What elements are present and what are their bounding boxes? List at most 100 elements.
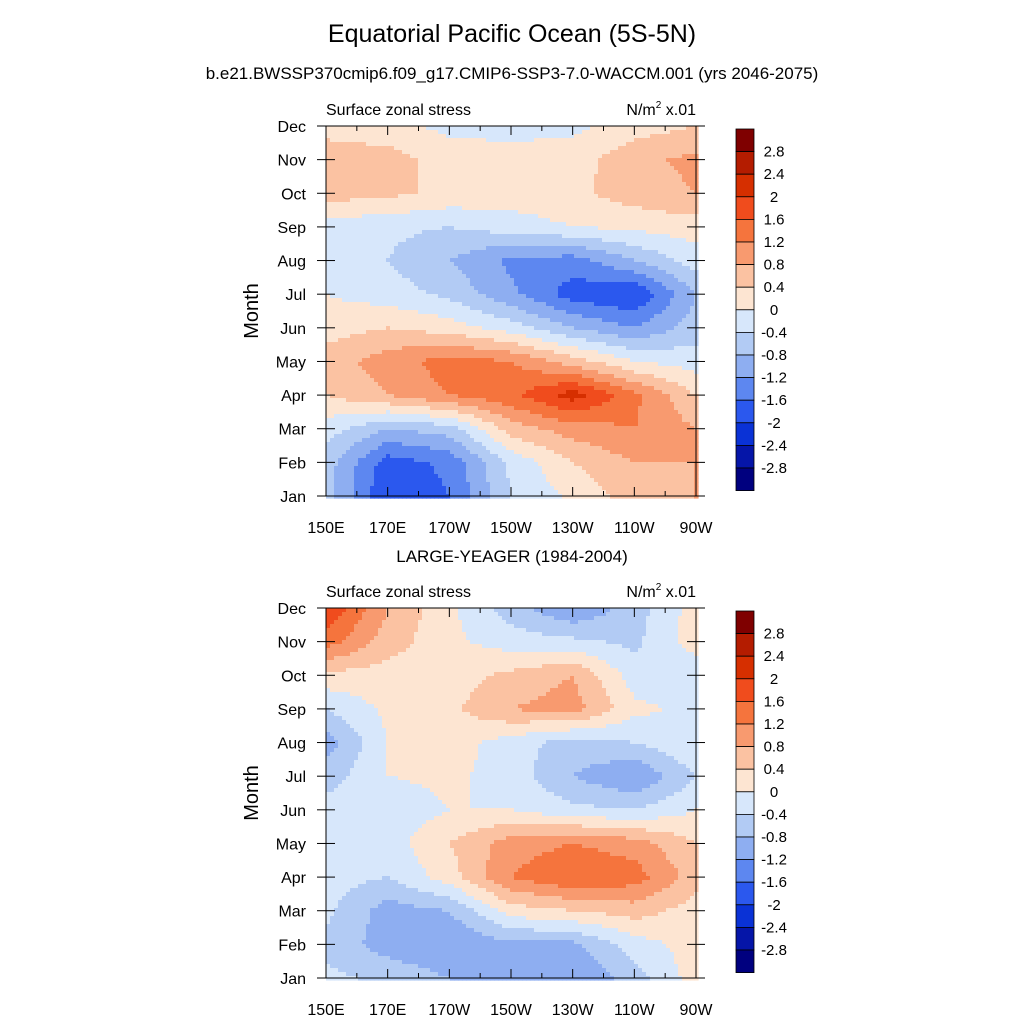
contour-cell xyxy=(350,142,355,147)
contour-cell xyxy=(366,210,371,215)
contour-cell xyxy=(402,282,407,287)
contour-cell xyxy=(678,330,683,335)
contour-cell xyxy=(326,318,331,323)
contour-cell xyxy=(610,146,615,151)
contour-cell xyxy=(658,334,663,339)
contour-cell xyxy=(354,162,359,167)
contour-cell xyxy=(326,178,331,183)
contour-cell xyxy=(662,314,667,319)
contour-cell xyxy=(582,306,587,311)
contour-cell xyxy=(386,230,391,235)
contour-cell xyxy=(514,174,519,179)
contour-cell xyxy=(442,166,447,171)
contour-cell xyxy=(662,186,667,191)
contour-cell xyxy=(346,250,351,255)
contour-cell xyxy=(486,282,491,287)
contour-cell xyxy=(334,138,339,143)
contour-cell xyxy=(542,186,547,191)
contour-cell xyxy=(554,206,559,211)
contour-cell xyxy=(458,266,463,271)
contour-cell xyxy=(346,338,351,343)
contour-cell xyxy=(618,174,623,179)
contour-cell xyxy=(614,262,619,267)
contour-cell xyxy=(450,266,455,271)
contour-cell xyxy=(630,226,635,231)
contour-cell xyxy=(510,226,515,231)
contour-cell xyxy=(422,218,427,223)
contour-cell xyxy=(398,282,403,287)
contour-cell xyxy=(454,270,459,275)
contour-cell xyxy=(594,286,599,291)
contour-cell xyxy=(354,310,359,315)
contour-cell xyxy=(558,154,563,159)
contour-cell xyxy=(498,194,503,199)
contour-cell xyxy=(502,158,507,163)
contour-cell xyxy=(330,286,335,291)
contour-cell xyxy=(394,138,399,143)
contour-cell xyxy=(634,222,639,227)
contour-cell xyxy=(510,146,515,151)
contour-cell xyxy=(422,174,427,179)
contour-cell xyxy=(558,158,563,163)
contour-cell xyxy=(546,154,551,159)
contour-cell xyxy=(590,146,595,151)
contour-cell xyxy=(566,298,571,303)
contour-cell xyxy=(502,230,507,235)
contour-cell xyxy=(394,278,399,283)
contour-cell xyxy=(658,250,663,255)
contour-cell xyxy=(562,286,567,291)
contour-cell xyxy=(426,142,431,147)
contour-cell xyxy=(486,146,491,151)
contour-cell xyxy=(494,218,499,223)
contour-cell xyxy=(382,202,387,207)
contour-cell xyxy=(526,234,531,239)
contour-cell xyxy=(390,250,395,255)
contour-cell xyxy=(686,162,691,167)
contour-cell xyxy=(562,130,567,135)
contour-cell xyxy=(474,302,479,307)
contour-cell xyxy=(542,210,547,215)
contour-cell xyxy=(634,206,639,211)
contour-cell xyxy=(462,174,467,179)
contour-cell xyxy=(546,166,551,171)
contour-cell xyxy=(466,318,471,323)
contour-cell xyxy=(350,126,355,131)
contour-cell xyxy=(594,302,599,307)
contour-cell xyxy=(394,242,399,247)
contour-cell xyxy=(646,218,651,223)
contour-cell xyxy=(382,258,387,263)
contour-cell xyxy=(538,166,543,171)
contour-cell xyxy=(342,170,347,175)
contour-cell xyxy=(582,222,587,227)
contour-cell xyxy=(534,334,539,339)
contour-cell xyxy=(558,222,563,227)
contour-cell xyxy=(642,198,647,203)
contour-cell xyxy=(354,170,359,175)
contour-cell xyxy=(426,314,431,319)
contour-cell xyxy=(390,234,395,239)
contour-cell xyxy=(358,210,363,215)
contour-cell xyxy=(578,154,583,159)
contour-cell xyxy=(466,214,471,219)
contour-cell xyxy=(550,330,555,335)
contour-cell xyxy=(654,250,659,255)
contour-cell xyxy=(342,198,347,203)
contour-cell xyxy=(686,178,691,183)
contour-cell xyxy=(502,222,507,227)
contour-cell xyxy=(458,322,463,327)
contour-cell xyxy=(422,246,427,251)
contour-cell xyxy=(638,294,643,299)
contour-cell xyxy=(606,170,611,175)
contour-cell xyxy=(562,306,567,311)
contour-cell xyxy=(642,206,647,211)
contour-cell xyxy=(546,286,551,291)
contour-cell xyxy=(602,210,607,215)
contour-cell xyxy=(358,278,363,283)
contour-cell xyxy=(578,226,583,231)
contour-cell xyxy=(614,174,619,179)
contour-cell xyxy=(602,206,607,211)
contour-cell xyxy=(610,170,615,175)
contour-cell xyxy=(554,306,559,311)
contour-cell xyxy=(338,306,343,311)
contour-cell xyxy=(450,234,455,239)
